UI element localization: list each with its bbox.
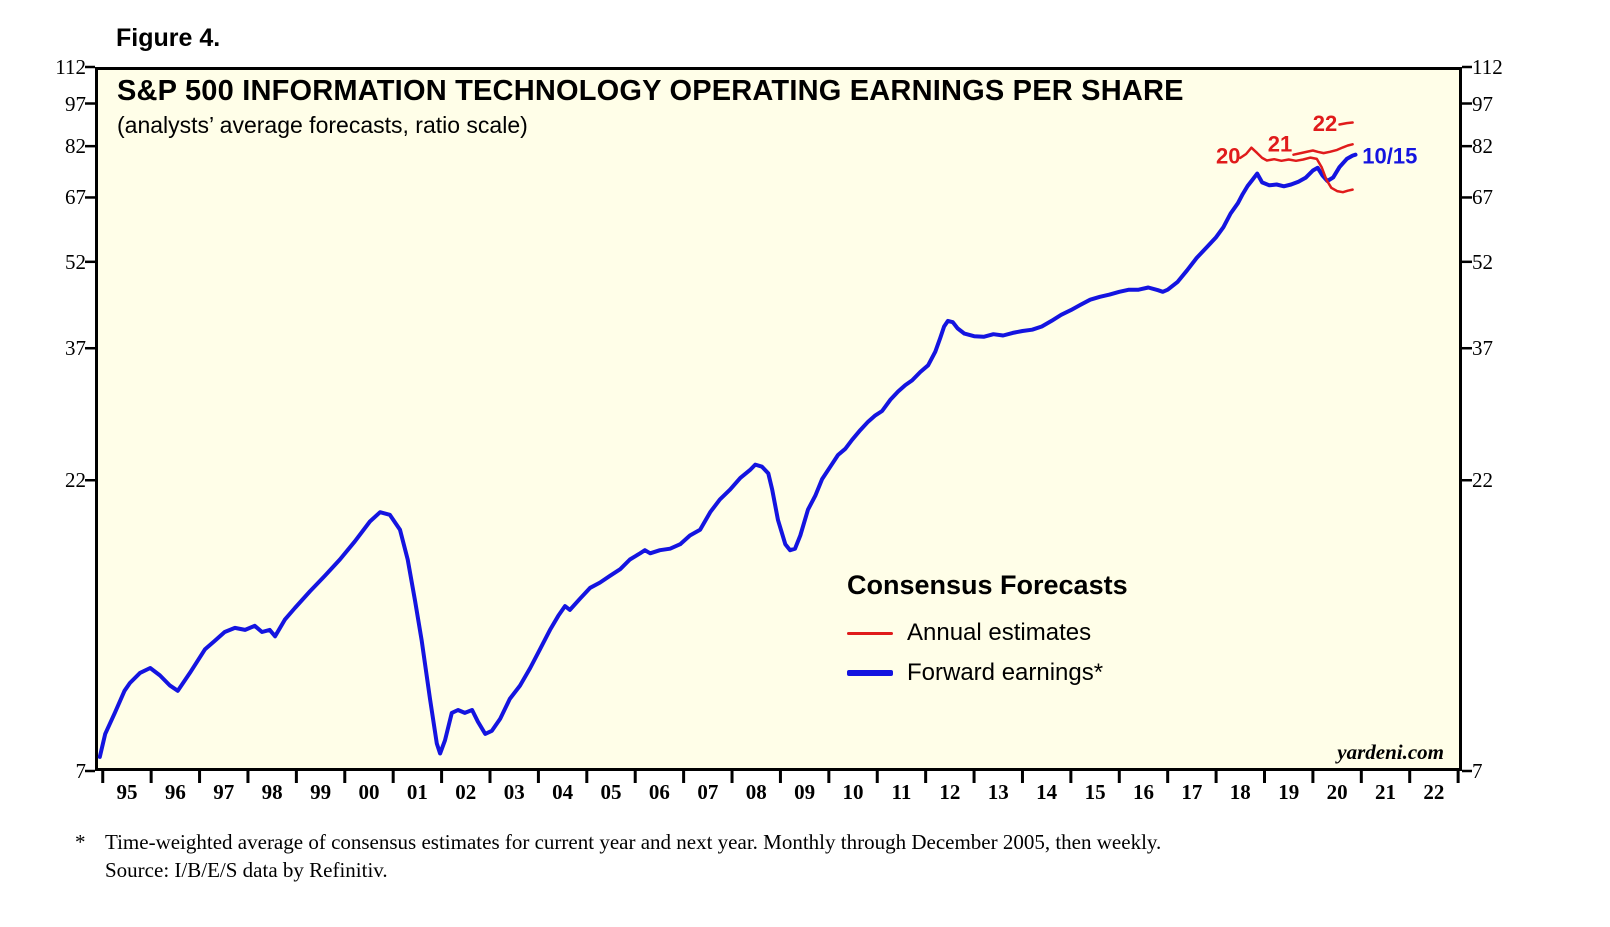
x-tick-label: 16 (1132, 780, 1154, 804)
annotation-10-15: 10/15 (1362, 144, 1417, 169)
legend-item-label: Annual estimates (907, 619, 1092, 646)
legend-item-annual-estimates: Annual estimates (847, 613, 1128, 653)
x-tick-label: 02 (455, 780, 477, 804)
x-tick-label: 20 (1326, 780, 1348, 804)
footnote-star: * (75, 830, 86, 854)
x-tick-label: 15 (1084, 780, 1106, 804)
forward-earnings-line-swatch (847, 670, 893, 676)
legend-title: Consensus Forecasts (847, 570, 1128, 600)
x-tick-label: 03 (503, 780, 525, 804)
y-tick-label: 7 (1472, 759, 1483, 783)
x-tick-label: 12 (939, 780, 961, 804)
y-tick-label: 112 (1472, 55, 1503, 79)
legend-item-label: Forward earnings* (907, 659, 1104, 686)
y-tick-label: 67 (1472, 185, 1493, 210)
y-axis-ticks (85, 65, 1472, 773)
x-tick-label: 11 (891, 780, 912, 804)
x-tick-label: 17 (1181, 780, 1203, 804)
x-tick-label: 96 (164, 780, 186, 804)
y-tick-label: 82 (65, 134, 86, 159)
x-tick-label: 22 (1423, 780, 1445, 804)
y-tick-label: 82 (1472, 134, 1493, 159)
plot-area (95, 67, 1462, 771)
annotation-22: 22 (1313, 111, 1337, 136)
y-tick-label: 37 (65, 336, 86, 361)
chart-header: S&P 500 INFORMATION TECHNOLOGY OPERATING… (117, 75, 1184, 139)
series-annual-estimate-2022 (1338, 121, 1354, 126)
x-tick-label: 10 (842, 780, 864, 804)
series-forward-earnings (97, 152, 1358, 759)
x-tick-label: 99 (310, 780, 332, 804)
series-annual-estimate-2021 (1292, 143, 1354, 156)
annual-estimates-line-swatch (847, 631, 893, 635)
y-tick-label: 67 (65, 185, 86, 210)
annotation-21: 21 (1268, 132, 1292, 157)
series-annual-estimate-2020 (1239, 146, 1354, 194)
chart-title: S&P 500 INFORMATION TECHNOLOGY OPERATING… (117, 75, 1184, 107)
x-tick-label: 98 (261, 780, 283, 804)
x-tick-label: 00 (358, 780, 380, 804)
footnote-line-2: Source: I/B/E/S data by Refinitiv. (105, 858, 388, 882)
figure-label: Figure 4. (116, 24, 221, 52)
x-axis-ticks (101, 771, 1460, 783)
x-tick-label: 19 (1278, 780, 1300, 804)
x-tick-label: 05 (600, 780, 622, 804)
annotation-20: 20 (1216, 144, 1240, 169)
x-tick-label: 97 (213, 780, 235, 804)
x-tick-label: 95 (116, 780, 138, 804)
x-tick-label: 14 (1036, 780, 1058, 804)
chart-subtitle: (analysts’ average forecasts, ratio scal… (117, 112, 528, 138)
y-tick-label: 52 (1472, 249, 1493, 274)
y-tick-label: 97 (1472, 91, 1493, 116)
x-tick-label: 04 (552, 780, 574, 804)
y-tick-label: 22 (1472, 468, 1493, 493)
x-tick-label: 06 (648, 780, 670, 804)
watermark: yardeni.com (1337, 740, 1444, 764)
x-tick-label: 21 (1375, 780, 1397, 804)
chart-plot-svg: 20 21 22 10/15 (85, 65, 1472, 783)
legend-item-forward-earnings: Forward earnings* (847, 653, 1128, 693)
y-tick-label: 52 (65, 249, 86, 274)
chart-plot: 20 21 22 10/15 S&P 500 INFORMATION TECHNOLO… (85, 65, 1472, 783)
x-tick-label: 08 (745, 780, 767, 804)
legend: Consensus Forecasts Annual estimates For… (847, 570, 1128, 693)
y-tick-label: 22 (65, 468, 86, 493)
x-tick-label: 07 (697, 780, 719, 804)
footnote: * Time-weighted average of consensus est… (75, 828, 1161, 884)
x-tick-label: 09 (794, 780, 816, 804)
y-tick-label: 7 (75, 759, 87, 783)
y-tick-label: 37 (1472, 336, 1493, 361)
x-tick-label: 01 (406, 780, 428, 804)
x-tick-label: 18 (1229, 780, 1251, 804)
footnote-line-1: Time-weighted average of consensus estim… (105, 830, 1162, 854)
y-tick-label: 112 (55, 55, 86, 79)
footnote-lines: Time-weighted average of consensus estim… (105, 828, 1161, 884)
x-tick-label: 13 (987, 780, 1009, 804)
y-tick-label: 97 (65, 91, 86, 116)
